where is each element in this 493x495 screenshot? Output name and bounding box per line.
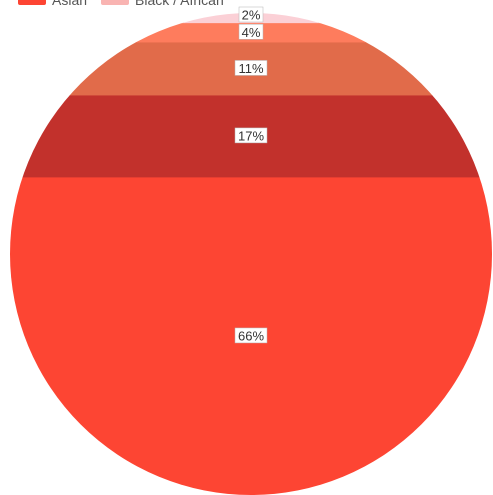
- legend-swatch-black-african: [101, 0, 130, 5]
- slice-label-0: 66%: [238, 328, 264, 343]
- slice-label-box-2: [234, 60, 268, 76]
- slice-label-box-0: [234, 327, 268, 344]
- slice-label-box-3: [238, 24, 264, 40]
- slice-label-2: 11%: [238, 61, 263, 76]
- legend-label-black-african: Black / African: [135, 0, 224, 8]
- slice-label-4: 2%: [242, 8, 261, 23]
- legend-swatch-asian: [18, 0, 46, 5]
- slice-label-1: 17%: [238, 128, 264, 143]
- slice-label-box-1: [234, 127, 268, 144]
- legend-item-asian[interactable]: Asian: [18, 0, 87, 8]
- slice-label-box-4: [238, 6, 264, 23]
- slice-label-3: 4%: [242, 25, 261, 40]
- legend-label-asian: Asian: [52, 0, 88, 8]
- chart-legend: Asian Black / African: [18, 0, 224, 8]
- legend-item-black-african[interactable]: Black / African: [101, 0, 224, 8]
